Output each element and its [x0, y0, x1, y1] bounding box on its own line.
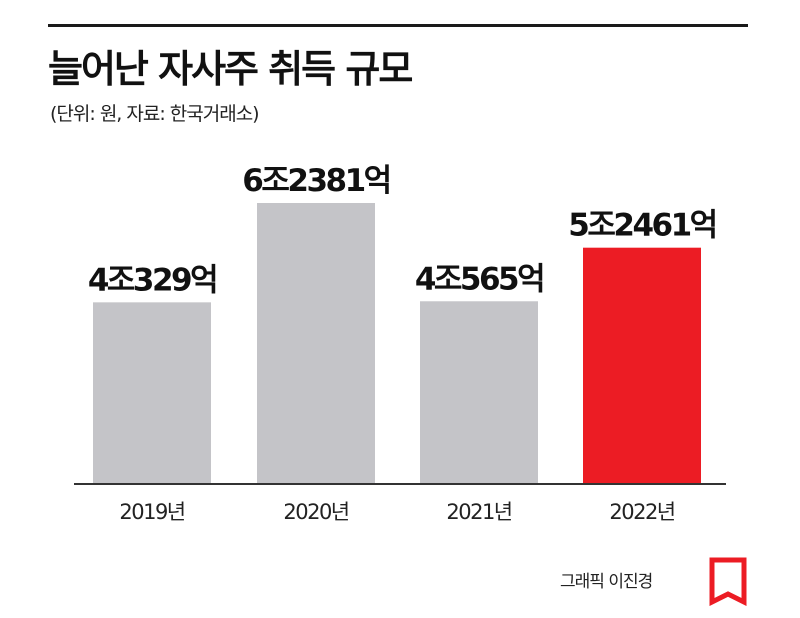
bar-0 — [93, 302, 211, 484]
x-tick-label-3: 2022년 — [609, 500, 674, 524]
graphic-credit: 그래픽 이진경 — [560, 572, 653, 592]
bar-2 — [420, 301, 538, 484]
top-rule — [48, 24, 748, 27]
x-tick-label-0: 2019년 — [119, 500, 184, 524]
bars-group — [93, 203, 701, 484]
value-labels: 4조329억 6조2381억 4조565억 5조2461억 — [88, 163, 718, 298]
publisher-logo-icon — [709, 557, 747, 606]
value-label-1: 6조2381억 — [242, 163, 389, 199]
x-tick-labels: 2019년 2020년 2021년 2022년 — [119, 500, 676, 524]
bar-3 — [583, 247, 701, 484]
x-tick-label-1: 2020년 — [283, 500, 348, 524]
chart-subtitle: (단위: 원, 자료: 한국거래소) — [50, 103, 260, 125]
chart-title: 늘어난 자사주 취득 규모 — [48, 47, 413, 91]
bar-1 — [257, 203, 375, 484]
x-tick-label-2: 2021년 — [446, 500, 511, 524]
value-label-0: 4조329억 — [88, 262, 216, 298]
value-label-2: 4조565억 — [415, 261, 543, 297]
value-label-3: 5조2461억 — [568, 208, 715, 244]
